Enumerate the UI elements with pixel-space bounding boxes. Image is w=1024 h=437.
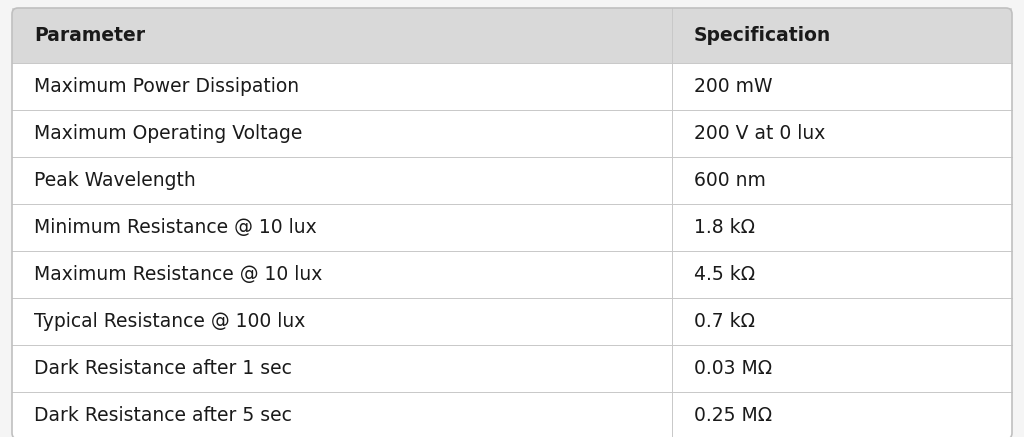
Bar <box>12 110 1012 157</box>
Text: Typical Resistance @ 100 lux: Typical Resistance @ 100 lux <box>34 312 305 331</box>
Bar <box>12 157 1012 204</box>
Text: Dark Resistance after 5 sec: Dark Resistance after 5 sec <box>34 406 292 425</box>
Text: 0.25 MΩ: 0.25 MΩ <box>694 406 772 425</box>
Text: 1.8 kΩ: 1.8 kΩ <box>694 218 755 237</box>
Text: 0.7 kΩ: 0.7 kΩ <box>694 312 755 331</box>
Text: 4.5 kΩ: 4.5 kΩ <box>694 265 755 284</box>
Bar <box>12 298 1012 345</box>
Text: Specification: Specification <box>694 26 831 45</box>
Bar <box>12 345 1012 392</box>
Text: 200 mW: 200 mW <box>694 77 772 96</box>
Bar <box>12 392 1012 437</box>
Text: Maximum Resistance @ 10 lux: Maximum Resistance @ 10 lux <box>34 265 323 284</box>
Text: Dark Resistance after 1 sec: Dark Resistance after 1 sec <box>34 359 292 378</box>
Text: Maximum Power Dissipation: Maximum Power Dissipation <box>34 77 299 96</box>
Bar <box>12 251 1012 298</box>
Text: Parameter: Parameter <box>34 26 145 45</box>
Bar <box>12 204 1012 251</box>
Text: Peak Wavelength: Peak Wavelength <box>34 171 196 190</box>
Text: 600 nm: 600 nm <box>694 171 766 190</box>
Text: 0.03 MΩ: 0.03 MΩ <box>694 359 772 378</box>
Text: Minimum Resistance @ 10 lux: Minimum Resistance @ 10 lux <box>34 218 316 237</box>
Text: 200 V at 0 lux: 200 V at 0 lux <box>694 124 825 143</box>
Bar <box>12 8 1012 63</box>
Text: Maximum Operating Voltage: Maximum Operating Voltage <box>34 124 302 143</box>
Bar <box>12 63 1012 110</box>
